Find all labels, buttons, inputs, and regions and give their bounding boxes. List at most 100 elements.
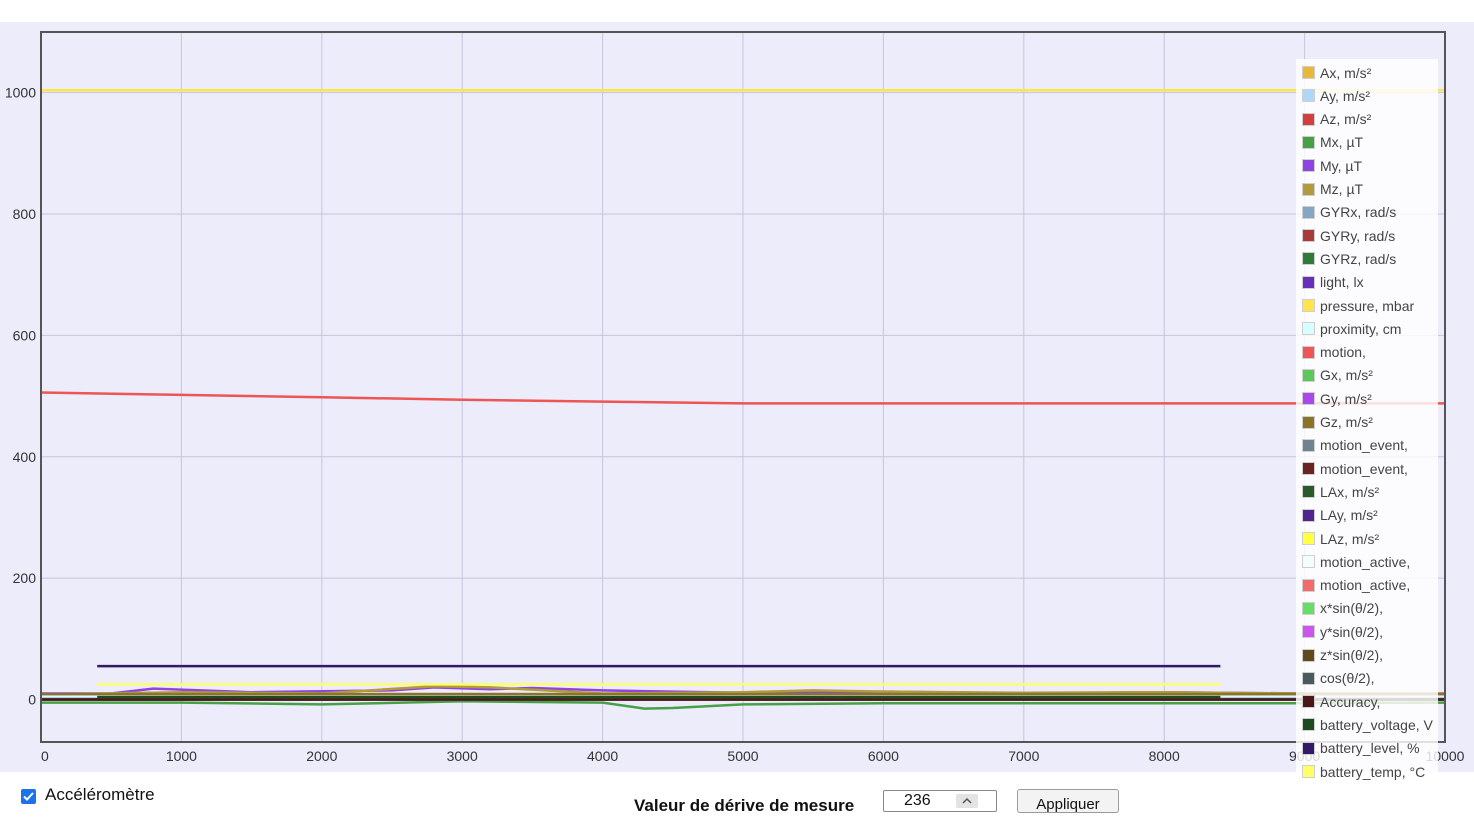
legend-item[interactable]: y*sin(θ/2), — [1296, 620, 1438, 643]
legend-item[interactable]: battery_voltage, V — [1296, 713, 1438, 736]
drift-value-text: 236 — [904, 792, 931, 809]
legend-item[interactable]: My, µT — [1296, 154, 1438, 177]
legend-item[interactable]: LAx, m/s² — [1296, 480, 1438, 503]
legend-label: motion, — [1320, 344, 1366, 361]
legend-swatch — [1302, 508, 1315, 522]
legend-label: GYRz, rad/s — [1320, 250, 1397, 267]
x-tick-label: 8000 — [1149, 748, 1180, 764]
legend-item[interactable]: motion_event, — [1296, 457, 1438, 480]
legend-label: motion_active, — [1320, 577, 1411, 594]
legend-swatch — [1302, 229, 1315, 243]
legend-swatch — [1302, 368, 1315, 382]
legend-swatch — [1302, 718, 1315, 732]
y-tick-label: 1000 — [5, 85, 36, 101]
legend-label: pressure, mbar — [1320, 297, 1415, 314]
legend-item[interactable]: motion_event, — [1296, 434, 1438, 457]
y-tick-label: 600 — [13, 327, 37, 343]
y-tick-label: 800 — [13, 206, 37, 222]
legend-swatch — [1302, 89, 1315, 103]
legend-item[interactable]: LAy, m/s² — [1296, 504, 1438, 527]
legend-swatch — [1302, 741, 1315, 755]
legend-item[interactable]: Ay, m/s² — [1296, 84, 1438, 107]
legend-item[interactable]: battery_level, % — [1296, 737, 1438, 760]
legend-label: Gy, m/s² — [1320, 390, 1372, 407]
legend-label: motion_event, — [1320, 460, 1408, 477]
accelerometer-checkbox[interactable] — [21, 789, 36, 804]
x-tick-label: 6000 — [868, 748, 899, 764]
legend-item[interactable]: pressure, mbar — [1296, 294, 1438, 317]
legend-label: Ay, m/s² — [1320, 87, 1371, 104]
legend-swatch — [1302, 578, 1315, 592]
legend-swatch — [1302, 135, 1315, 149]
legend-label: motion_active, — [1320, 553, 1411, 570]
legend-label: GYRy, rad/s — [1320, 227, 1396, 244]
legend-label: GYRx, rad/s — [1320, 204, 1397, 221]
x-tick-label: 3000 — [447, 748, 478, 764]
legend-label: x*sin(θ/2), — [1320, 600, 1384, 617]
legend-swatch — [1302, 205, 1315, 219]
legend-label: battery_level, % — [1320, 740, 1420, 757]
legend-item[interactable]: Accuracy, — [1296, 690, 1438, 713]
legend-swatch — [1302, 438, 1315, 452]
legend-label: battery_voltage, V — [1320, 716, 1433, 733]
legend-item[interactable]: Mx, µT — [1296, 131, 1438, 154]
line-chart: 0100020003000400050006000700080009000100… — [5, 31, 1465, 764]
spinner-up-icon[interactable] — [956, 794, 978, 808]
legend-item[interactable]: battery_temp, °C — [1296, 760, 1438, 783]
drift-value-input[interactable]: 236 — [883, 790, 997, 812]
plot-border — [40, 31, 1446, 743]
legend-item[interactable]: GYRx, rad/s — [1296, 201, 1438, 224]
legend-swatch — [1302, 648, 1315, 662]
legend-item[interactable]: light, lx — [1296, 271, 1438, 294]
legend-swatch — [1302, 159, 1315, 173]
legend-item[interactable]: x*sin(θ/2), — [1296, 597, 1438, 620]
legend-item[interactable]: motion_active, — [1296, 574, 1438, 597]
legend-item[interactable]: Ax, m/s² — [1296, 61, 1438, 84]
x-tick-label: 5000 — [727, 748, 758, 764]
legend-item[interactable]: motion, — [1296, 341, 1438, 364]
legend-label: proximity, cm — [1320, 320, 1402, 337]
legend-swatch — [1302, 601, 1315, 615]
controls-bar: Accéléromètre Valeur de dérive de mesure… — [0, 780, 1474, 815]
drift-value-label: Valeur de dérive de mesure — [634, 796, 855, 815]
chart-panel: 0100020003000400050006000700080009000100… — [0, 22, 1474, 785]
legend-swatch — [1302, 66, 1315, 79]
legend-item[interactable]: Mz, µT — [1296, 178, 1438, 201]
x-tick-label: 2000 — [306, 748, 337, 764]
legend-swatch — [1302, 299, 1315, 312]
x-tick-label: 4000 — [587, 748, 618, 764]
x-tick-label: 1000 — [166, 748, 197, 764]
legend-swatch — [1302, 275, 1315, 289]
y-tick-label: 200 — [13, 570, 37, 586]
legend-swatch — [1302, 625, 1315, 639]
legend-item[interactable]: LAz, m/s² — [1296, 527, 1438, 550]
legend-item[interactable]: GYRz, rad/s — [1296, 247, 1438, 270]
legend-label: Mz, µT — [1320, 181, 1364, 197]
y-tick-label: 400 — [13, 449, 37, 465]
legend-item[interactable]: Gx, m/s² — [1296, 364, 1438, 387]
legend-swatch — [1302, 671, 1315, 685]
legend-label: Ax, m/s² — [1320, 64, 1372, 81]
apply-button[interactable]: Appliquer — [1017, 789, 1119, 813]
legend-label: Mx, µT — [1320, 134, 1364, 151]
legend-swatch — [1302, 555, 1315, 569]
legend-swatch — [1302, 415, 1315, 429]
legend-item[interactable]: motion_active, — [1296, 550, 1438, 573]
legend-label: Gx, m/s² — [1320, 367, 1373, 384]
legend-label: y*sin(θ/2), — [1320, 623, 1384, 640]
legend-swatch — [1302, 345, 1315, 359]
legend-swatch — [1302, 112, 1315, 126]
legend-label: z*sin(θ/2), — [1320, 647, 1384, 663]
x-tick-label: 7000 — [1008, 748, 1039, 764]
legend-item[interactable]: GYRy, rad/s — [1296, 224, 1438, 247]
legend-item[interactable]: Gy, m/s² — [1296, 387, 1438, 410]
legend-item[interactable]: Gz, m/s² — [1296, 411, 1438, 434]
legend-item[interactable]: Az, m/s² — [1296, 108, 1438, 131]
legend-swatch — [1302, 485, 1315, 499]
legend-item[interactable]: proximity, cm — [1296, 317, 1438, 340]
legend-label: Az, m/s² — [1320, 111, 1372, 128]
legend-swatch — [1302, 532, 1315, 545]
legend-item[interactable]: z*sin(θ/2), — [1296, 644, 1438, 667]
legend-label: battery_temp, °C — [1320, 763, 1426, 780]
legend-item[interactable]: cos(θ/2), — [1296, 667, 1438, 690]
